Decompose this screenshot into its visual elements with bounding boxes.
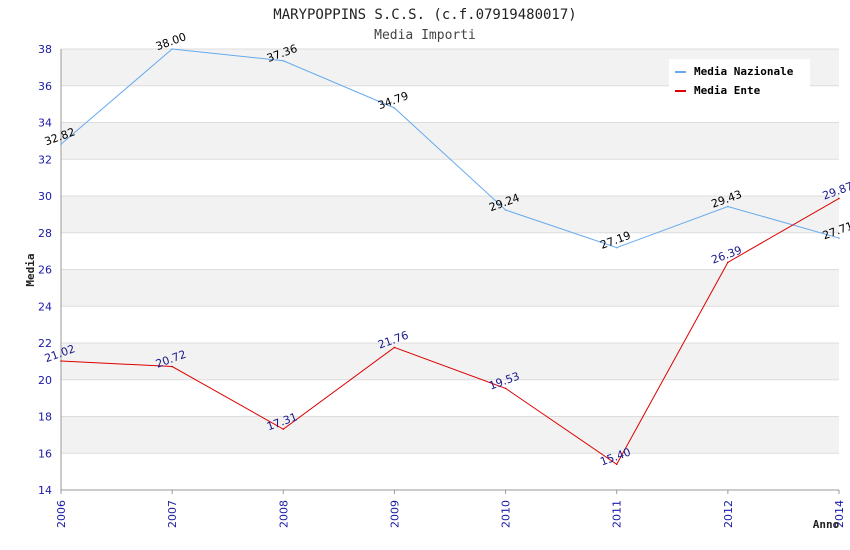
x-tick-labels: 2006 2007 2008 2009 2010 2011 2012 2014: [55, 500, 846, 528]
chart-title: MARYPOPPINS S.C.S. (c.f.07919480017): [273, 7, 576, 23]
grid-band: [61, 122, 839, 160]
data-point: [393, 107, 396, 109]
data-point: [60, 143, 62, 145]
chart-subtitle: Media Importi: [374, 28, 476, 43]
y-tick-label: 20: [38, 374, 52, 387]
data-point: [727, 261, 729, 264]
x-tick-label: 2014: [833, 500, 846, 528]
data-point: [504, 209, 507, 211]
data-label: 26.39: [710, 244, 744, 267]
y-tick-label: 36: [38, 80, 52, 93]
y-tick-label: 28: [38, 227, 52, 240]
y-tick-label: 14: [38, 484, 52, 497]
x-tick-label: 2007: [166, 500, 179, 528]
grid-band: [61, 196, 839, 233]
y-tick-label: 22: [38, 337, 52, 350]
data-point: [282, 59, 285, 62]
x-tick-label: 2010: [500, 500, 513, 528]
series-line-media-ente: [60, 197, 840, 465]
x-axis-title: Anno: [813, 518, 840, 531]
y-tick-label: 26: [38, 264, 52, 277]
y-tick-label: 16: [38, 447, 52, 460]
data-point: [282, 428, 285, 430]
legend-box: [669, 59, 810, 101]
grid-band: [61, 343, 839, 380]
legend-label: Media Ente: [694, 84, 761, 97]
data-point: [838, 197, 840, 200]
series-lines: [60, 48, 840, 466]
y-tick-label: 18: [38, 411, 52, 424]
data-point: [171, 365, 173, 368]
data-point: [504, 387, 507, 390]
data-point: [393, 346, 396, 349]
grid-band: [61, 416, 839, 454]
grid-band: [61, 269, 839, 307]
legend-label: Media Nazionale: [694, 65, 794, 78]
axes: [60, 49, 840, 494]
data-point: [171, 48, 173, 50]
x-tick-label: 2011: [611, 500, 624, 528]
x-tick-label: 2008: [277, 500, 290, 528]
data-point: [615, 246, 618, 249]
data-point: [727, 205, 729, 208]
data-point: [838, 237, 840, 239]
y-tick-label: 24: [38, 300, 52, 313]
x-tick-label: 2006: [55, 500, 68, 528]
y-tick-label: 30: [38, 190, 52, 203]
data-point: [60, 360, 62, 362]
data-label: 34.79: [376, 89, 410, 112]
y-tick-labels: 14 16 18 20 22 24 26 28 30 32 34 36 38: [38, 43, 52, 497]
y-axis-title: Media: [24, 253, 37, 286]
x-tick-label: 2012: [722, 500, 735, 528]
y-tick-label: 32: [38, 153, 52, 166]
data-point: [615, 463, 618, 466]
x-tick-label: 2009: [388, 500, 401, 528]
y-tick-label: 34: [38, 117, 52, 130]
legend: Media Nazionale Media Ente: [669, 59, 810, 101]
series-line-media-nazionale: [60, 48, 840, 249]
y-tick-label: 38: [38, 43, 52, 56]
